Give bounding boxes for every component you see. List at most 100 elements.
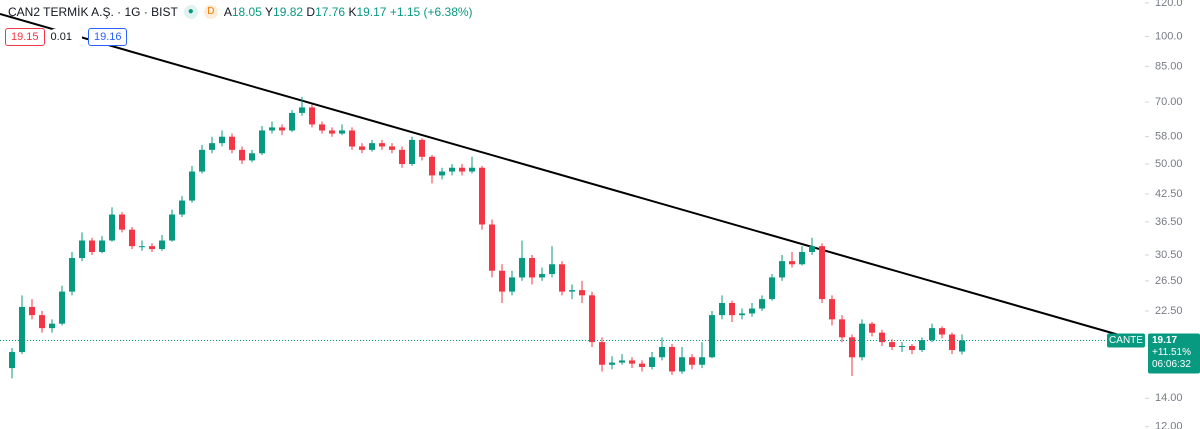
ohlc-value: 18.05 [231,5,262,19]
candle-body [299,107,305,113]
candle-body [429,156,435,176]
candle-body [89,240,95,253]
candle-body [689,357,695,365]
candle-body [519,258,525,278]
candle-body [349,130,355,147]
y-tick-label: 120.0 [1155,0,1183,9]
candle-body [459,167,465,172]
candle-body [529,258,535,278]
candle-body [809,246,815,253]
candle-body [229,136,235,150]
candle-body [259,130,265,154]
spread: 0.01 [50,29,82,45]
candle-body [849,337,855,358]
candle-body [959,340,965,352]
y-tick-label: 14.00 [1155,392,1183,404]
candle-body [879,332,885,343]
candle-body [639,363,645,367]
candle-body [369,143,375,150]
candle-body [79,240,85,259]
ask[interactable]: 19.16 [87,28,128,46]
y-tick-label: 36.50 [1155,216,1183,228]
candle-body [479,167,485,225]
candle-body [609,362,615,365]
y-tick-label: 22.50 [1155,305,1183,317]
candle-body [889,342,895,348]
candle-body [869,323,875,333]
candle-body [59,291,65,324]
candle-body [709,315,715,358]
candle-body [929,328,935,341]
candle-body [379,143,385,147]
candle-body [239,149,245,161]
candle-body [579,290,585,296]
candle-body [829,299,835,320]
candle-body [569,290,575,292]
countdown-label: 06:06:32 [1152,359,1191,370]
candle-body [49,323,55,329]
candle-body [589,295,595,343]
y-tick-label: 30.50 [1155,249,1183,261]
bid[interactable]: 19.15 [5,28,45,46]
ohlc-value: 19.17 [356,5,387,19]
candle-body [559,264,565,292]
candle-body [899,346,905,348]
candle-body [949,334,955,351]
candle-body [19,306,25,353]
candle-body [119,214,125,230]
y-tick-label: 70.00 [1155,96,1183,108]
y-tick-label: 85.00 [1155,60,1183,72]
candle-body [339,130,345,134]
ohlc-label: D [306,5,316,19]
symbol-label: CANTE [1109,335,1143,346]
candle-body [389,146,395,150]
symbol: ÇAN2 TERMİK A.Ş. · 1G · BIST [8,5,178,19]
price-label: 19.17 [1152,335,1177,346]
y-tick-label: 58.00 [1155,131,1183,143]
y-tick-label: 100.0 [1155,30,1183,42]
ohlc-value: 17.76 [315,5,346,19]
y-tick-label: 42.50 [1155,188,1183,200]
ohlc-label: A [223,5,232,19]
candle-body [9,352,15,369]
change-label: +11.51% [1152,347,1191,358]
candle-body [599,342,605,365]
candle-body [189,171,195,201]
candle-body [779,261,785,278]
candle-body [699,357,705,365]
y-tick-label: 50.00 [1155,158,1183,170]
symbol-tag [1107,333,1145,348]
candle-body [269,127,275,131]
candle-body [159,240,165,250]
candle-body [619,360,625,363]
candle-body [839,319,845,338]
ohlc-label: K [348,5,357,19]
candle-body [669,347,675,372]
candle-body [409,139,415,165]
candle-body [279,127,285,131]
candle-body [329,130,335,134]
price-tag [1148,333,1200,374]
candle-body [759,299,765,309]
y-tick-label: 12.00 [1155,421,1183,429]
candle-body [309,107,315,125]
candle-body [249,153,255,161]
candle-body [799,252,805,265]
candle-body [139,246,145,248]
status: D [203,5,218,19]
candle-body [419,139,425,157]
candle-body [449,167,455,172]
candle-body [789,261,795,265]
candle-body [679,357,685,372]
candle-body [729,302,735,316]
candle-body [739,313,745,316]
candle-body [539,274,545,278]
candle-body [69,258,75,292]
candle-body [359,146,365,150]
ohlc-label: Y [265,5,274,19]
candle-body [209,143,215,150]
candle-body [489,224,495,271]
candle-body [289,112,295,131]
legend: ÇAN2 TERMİK A.Ş. · 1G · BIST ● D A18.05 … [8,5,473,19]
